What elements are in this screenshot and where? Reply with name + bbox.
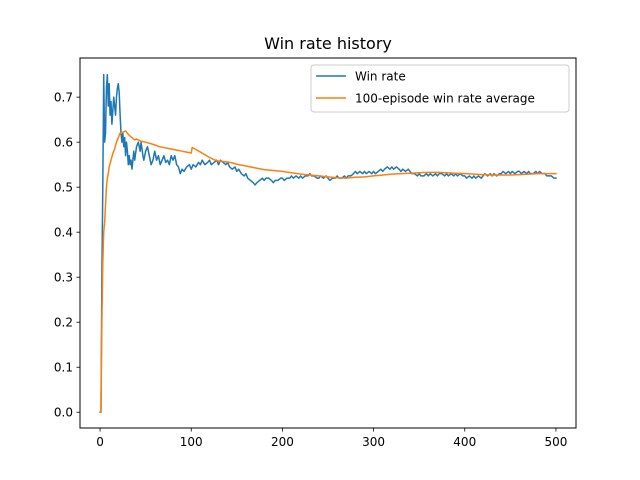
- plot-area: [99, 73, 557, 413]
- y-tick-label: 0.7: [54, 91, 73, 105]
- series-line-win-rate: [99, 73, 557, 413]
- y-tick-label: 0.6: [54, 136, 73, 150]
- legend-label: Win rate: [355, 70, 406, 84]
- y-tick-label: 0.4: [54, 226, 73, 240]
- y-axis: 0.0 0.1 0.2 0.3 0.4 0.5 0.6 0.7: [54, 91, 80, 420]
- legend-box: [310, 64, 570, 113]
- x-tick-label: 500: [544, 435, 567, 449]
- x-axis: 0 100 200 300 400 500: [96, 428, 567, 449]
- x-tick-label: 0: [96, 435, 104, 449]
- x-tick-label: 300: [362, 435, 385, 449]
- series-line-average: [99, 130, 557, 413]
- y-tick-label: 0.1: [54, 361, 73, 375]
- y-tick-label: 0.2: [54, 316, 73, 330]
- chart-title: Win rate history: [264, 34, 392, 53]
- y-tick-label: 0.3: [54, 271, 73, 285]
- y-tick-label: 0.5: [54, 181, 73, 195]
- legend: Win rate 100-episode win rate average: [310, 64, 570, 113]
- x-tick-label: 100: [180, 435, 203, 449]
- legend-label: 100-episode win rate average: [355, 92, 535, 106]
- y-tick-label: 0.0: [54, 406, 73, 420]
- x-tick-label: 200: [271, 435, 294, 449]
- axes-frame: [79, 57, 577, 429]
- x-tick-label: 400: [453, 435, 476, 449]
